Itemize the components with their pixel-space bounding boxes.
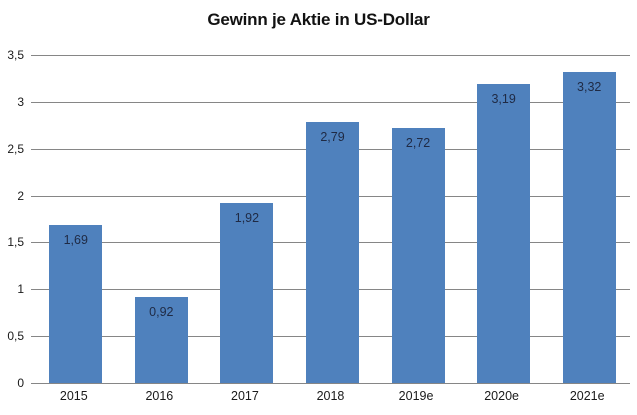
x-tick-label: 2018 [316,389,345,403]
gridline [31,55,630,56]
bar[interactable] [562,71,616,383]
x-tick-label: 2017 [231,389,259,403]
y-tick-label: 2,5 [7,141,24,156]
bar-group[interactable]: 1,69 [49,55,103,383]
y-tick-label: 3 [17,94,24,109]
y-tick-label: 2 [17,188,24,203]
axis-baseline [31,383,630,384]
y-tick-label: 0 [17,376,24,390]
y-tick-label: 3,5 [7,48,24,62]
chart-title: Gewinn je Aktie in US-Dollar [207,10,430,29]
y-tick-label: 1 [17,282,24,297]
bar-group[interactable]: 0,92 [134,55,188,383]
bar[interactable] [220,203,274,383]
bar-group[interactable]: 1,92 [220,55,274,383]
y-tick-label: 0,5 [7,329,24,344]
gridline [31,101,630,103]
bar-group[interactable]: 3,19 [477,55,531,383]
bar[interactable] [477,84,531,383]
y-axis: 0 0,5 1 1,5 2 2,5 3 3,5 [7,49,630,389]
x-tick-label: 2019e [398,389,434,403]
x-tick-label: 2021e [569,389,605,403]
bars-layer: 1,69 0,92 1,92 2,79 2,72 3,19 3,32 [31,55,630,383]
x-tick-label: 2020e [484,389,519,403]
bar-group[interactable]: 2,72 [391,55,445,383]
bar-group[interactable]: 3,32 [562,55,616,383]
bar[interactable] [134,296,188,383]
bar[interactable] [49,224,103,383]
x-axis: 2015 2016 2017 2018 2019e 2020e 2021e [31,388,630,410]
bar-group[interactable]: 2,79 [306,55,359,383]
bar[interactable] [306,121,359,383]
bar[interactable] [391,128,445,383]
x-tick-label: 2015 [59,389,88,403]
x-tick-label: 2016 [145,389,174,403]
y-tick-label: 1,5 [7,235,24,250]
